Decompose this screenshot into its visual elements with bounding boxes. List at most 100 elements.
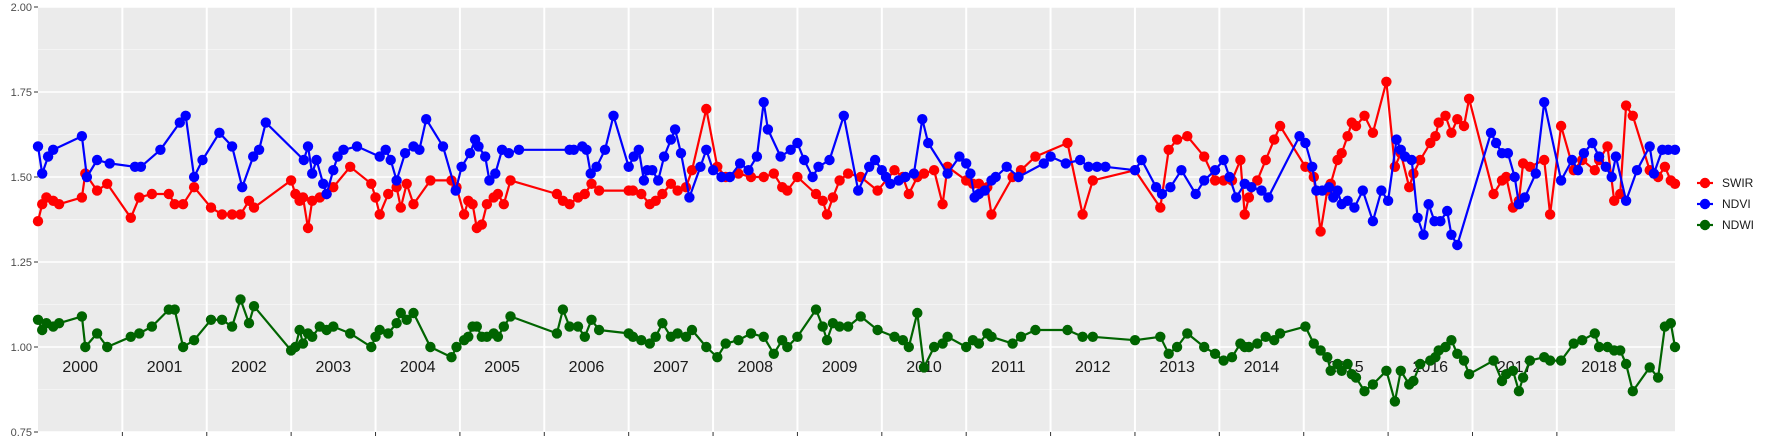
- point-ndwi: [1367, 379, 1379, 390]
- point-swir: [1430, 131, 1441, 142]
- point-swir: [821, 209, 833, 220]
- point-swir: [177, 199, 189, 210]
- point-ndvi: [1418, 229, 1429, 240]
- point-ndvi: [302, 141, 314, 152]
- point-ndwi: [903, 341, 914, 353]
- point-swir: [817, 195, 828, 206]
- point-ndvi: [608, 110, 619, 122]
- point-ndwi: [842, 321, 854, 332]
- point-ndwi: [1269, 335, 1280, 346]
- point-swir: [146, 188, 158, 200]
- point-ndwi: [1325, 365, 1336, 376]
- point-ndvi: [591, 161, 602, 172]
- point-ndwi: [701, 341, 712, 353]
- point-ndvi: [724, 171, 736, 183]
- point-ndvi: [1307, 161, 1318, 172]
- point-swir: [1620, 100, 1632, 111]
- point-ndvi: [37, 168, 48, 179]
- point-swir: [401, 178, 412, 189]
- point-ndvi: [751, 151, 763, 162]
- point-ndvi: [785, 144, 796, 155]
- point-ndvi: [1300, 137, 1311, 149]
- point-swir: [302, 222, 314, 234]
- point-ndvi: [1648, 168, 1660, 179]
- year-label: 2006: [569, 359, 605, 376]
- point-ndwi: [505, 311, 516, 322]
- point-ndvi: [513, 144, 525, 155]
- y-axis: 0.75 1.00 1.25 1.50 1.75 2.00: [11, 2, 38, 439]
- point-swir: [579, 188, 590, 200]
- point-swir: [657, 188, 668, 200]
- point-ndvi: [351, 141, 363, 152]
- point-swir: [672, 185, 683, 196]
- point-swir: [1269, 134, 1280, 145]
- point-swir: [1235, 154, 1246, 166]
- point-ndwi: [463, 331, 474, 342]
- point-ndwi: [243, 318, 255, 329]
- point-ndvi: [1644, 141, 1655, 152]
- point-ndvi: [260, 117, 271, 128]
- point-ndwi: [593, 324, 605, 336]
- point-ndvi: [792, 137, 803, 149]
- point-ndvi: [923, 137, 934, 149]
- point-ndwi: [834, 321, 845, 332]
- point-ndvi: [1083, 161, 1094, 172]
- point-ndvi: [762, 124, 774, 135]
- point-ndvi: [503, 148, 514, 159]
- point-swir: [1659, 161, 1671, 172]
- point-ndvi: [799, 154, 810, 166]
- point-swir: [973, 178, 985, 189]
- point-ndvi: [1442, 205, 1453, 217]
- year-label: 2018: [1581, 359, 1617, 376]
- point-ndvi: [885, 178, 896, 189]
- point-ndvi: [813, 161, 824, 172]
- point-swir: [505, 175, 516, 186]
- point-ndvi: [1263, 192, 1274, 203]
- point-ndwi: [1555, 355, 1567, 366]
- point-ndvi: [48, 144, 59, 155]
- point-ndwi: [1308, 338, 1320, 349]
- point-swir: [1350, 120, 1362, 132]
- point-ndwi: [572, 321, 584, 332]
- y-tick-label: 0.75: [11, 427, 32, 439]
- point-ndvi: [1357, 185, 1369, 196]
- point-ndwi: [1077, 331, 1088, 342]
- point-ndwi: [986, 331, 997, 342]
- point-swir: [1452, 114, 1463, 125]
- point-ndvi: [248, 151, 259, 162]
- point-swir: [458, 209, 470, 220]
- point-ndwi: [451, 341, 462, 353]
- point-ndvi: [1349, 202, 1360, 213]
- point-ndwi: [821, 335, 833, 346]
- point-swir: [686, 165, 698, 176]
- point-ndwi: [1322, 352, 1333, 363]
- point-ndvi: [197, 154, 208, 166]
- point-ndvi: [484, 175, 495, 186]
- point-swir: [1182, 131, 1193, 142]
- point-ndvi: [853, 185, 864, 196]
- y-tick-label: 1.75: [11, 87, 32, 99]
- point-swir: [928, 165, 940, 176]
- point-ndvi: [701, 144, 712, 155]
- year-label: 2008: [737, 359, 773, 376]
- point-swir: [76, 192, 88, 203]
- point-ndvi: [1519, 192, 1531, 203]
- point-ndwi: [1544, 355, 1556, 366]
- point-ndvi: [135, 161, 147, 172]
- point-ndvi: [647, 165, 658, 176]
- point-swir: [476, 219, 487, 230]
- point-ndvi: [990, 171, 1001, 183]
- point-ndwi: [973, 338, 985, 349]
- point-ndvi: [1176, 165, 1187, 176]
- point-ndwi: [471, 321, 482, 332]
- point-ndwi: [712, 352, 723, 363]
- point-swir: [1669, 178, 1681, 189]
- point-ndvi: [1446, 229, 1457, 240]
- year-label: 2005: [484, 359, 520, 376]
- point-ndwi: [1199, 341, 1210, 353]
- legend-label-ndvi: NDVI: [1722, 197, 1751, 211]
- point-swir: [918, 168, 930, 179]
- point-ndwi: [188, 335, 200, 346]
- point-ndvi: [1256, 185, 1267, 196]
- point-swir: [1627, 110, 1639, 122]
